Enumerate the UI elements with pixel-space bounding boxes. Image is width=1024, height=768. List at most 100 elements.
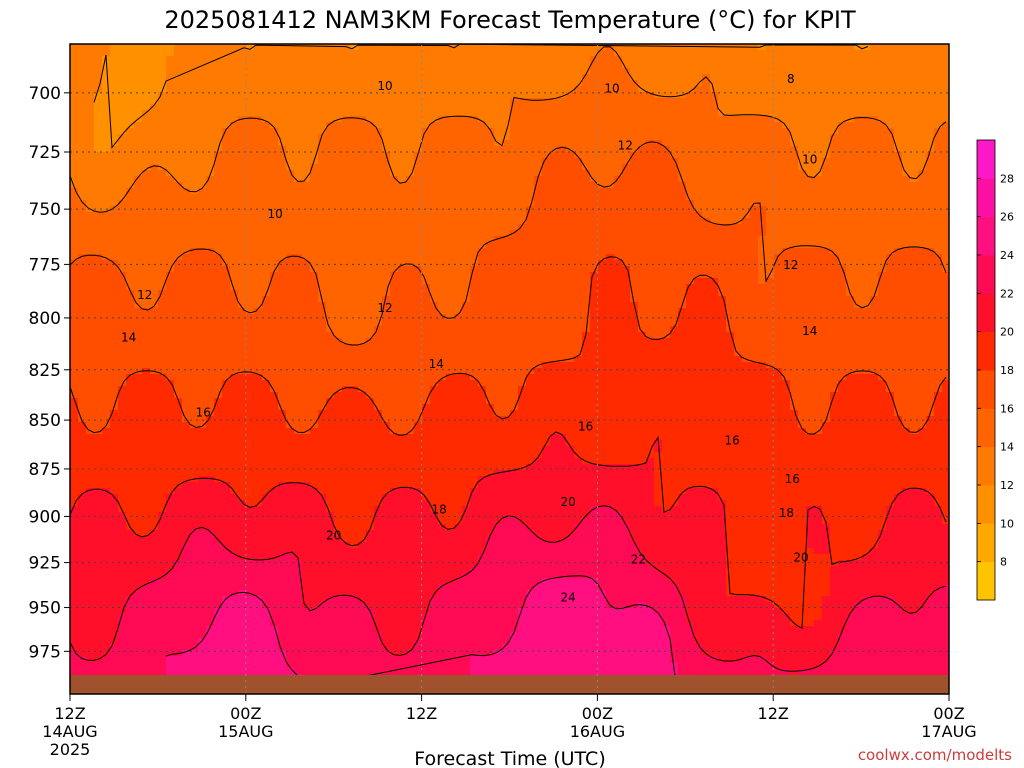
temperature-cell <box>622 44 631 51</box>
temperature-cell <box>638 230 647 237</box>
temperature-cell <box>246 44 255 51</box>
temperature-cell <box>830 122 839 129</box>
temperature-cell <box>670 266 679 273</box>
temperature-cell <box>230 134 239 141</box>
temperature-cell <box>582 236 591 243</box>
temperature-cell <box>862 128 871 135</box>
temperature-cell <box>694 200 703 207</box>
temperature-cell <box>454 62 463 69</box>
temperature-cell <box>590 170 599 177</box>
temperature-cell <box>646 242 655 249</box>
temperature-cell <box>750 242 759 249</box>
temperature-cell <box>246 260 255 267</box>
temperature-cell <box>566 218 575 225</box>
temperature-cell <box>86 122 95 129</box>
temperature-cell <box>726 62 735 69</box>
temperature-cell <box>590 152 599 159</box>
temperature-cell <box>638 140 647 147</box>
temperature-cell <box>430 122 439 129</box>
temperature-cell <box>502 176 511 183</box>
temperature-cell <box>486 290 495 297</box>
temperature-cell <box>414 218 423 225</box>
temperature-cell <box>462 86 471 93</box>
temperature-cell <box>238 140 247 147</box>
temperature-cell <box>102 314 111 321</box>
temperature-cell <box>862 86 871 93</box>
temperature-cell <box>854 50 863 57</box>
temperature-cell <box>174 164 183 171</box>
temperature-cell <box>638 254 647 261</box>
temperature-cell <box>494 224 503 231</box>
temperature-cell <box>486 272 495 279</box>
temperature-cell <box>334 56 343 63</box>
temperature-cell <box>518 128 527 135</box>
temperature-cell <box>702 194 711 201</box>
temperature-cell <box>830 200 839 207</box>
temperature-cell <box>238 122 247 129</box>
temperature-cell <box>902 152 911 159</box>
temperature-cell <box>214 86 223 93</box>
temperature-cell <box>822 308 831 315</box>
temperature-cell <box>302 260 311 267</box>
temperature-cell <box>422 302 431 309</box>
temperature-cell <box>630 92 639 99</box>
temperature-cell <box>734 62 743 69</box>
temperature-cell <box>286 140 295 147</box>
temperature-cell <box>502 302 511 309</box>
temperature-cell <box>838 86 847 93</box>
temperature-cell <box>206 278 215 285</box>
temperature-cell <box>798 50 807 57</box>
temperature-cell <box>878 224 887 231</box>
temperature-cell <box>606 212 615 219</box>
temperature-cell <box>566 182 575 189</box>
temperature-cell <box>254 242 263 249</box>
temperature-cell <box>78 176 87 183</box>
temperature-cell <box>550 248 559 255</box>
temperature-cell <box>206 260 215 267</box>
temperature-cell <box>334 50 343 57</box>
temperature-cell <box>446 176 455 183</box>
temperature-cell <box>718 236 727 243</box>
temperature-cell <box>670 146 679 153</box>
temperature-cell <box>710 284 719 291</box>
temperature-cell <box>110 74 119 81</box>
temperature-cell <box>782 236 791 243</box>
temperature-cell <box>494 206 503 213</box>
temperature-cell <box>414 62 423 69</box>
temperature-cell <box>182 284 191 291</box>
temperature-cell <box>766 224 775 231</box>
temperature-cell <box>582 116 591 123</box>
temperature-cell <box>222 272 231 279</box>
temperature-cell <box>614 50 623 57</box>
temperature-cell <box>494 62 503 69</box>
temperature-cell <box>382 50 391 57</box>
temperature-cell <box>518 140 527 147</box>
temperature-cell <box>486 164 495 171</box>
temperature-cell <box>806 164 815 171</box>
temperature-cell <box>534 104 543 111</box>
temperature-cell <box>102 50 111 57</box>
temperature-cell <box>406 122 415 129</box>
temperature-cell <box>558 302 567 309</box>
temperature-cell <box>790 50 799 57</box>
temperature-cell <box>406 146 415 153</box>
temperature-cell <box>126 302 135 309</box>
temperature-cell <box>430 254 439 261</box>
temperature-cell <box>918 278 927 285</box>
temperature-cell <box>238 278 247 285</box>
temperature-cell <box>174 194 183 201</box>
temperature-cell <box>862 164 871 171</box>
temperature-cell <box>790 242 799 249</box>
temperature-cell <box>694 260 703 267</box>
temperature-cell <box>270 146 279 153</box>
temperature-cell <box>646 104 655 111</box>
temperature-cell <box>598 242 607 249</box>
temperature-cell <box>118 152 127 159</box>
temperature-cell <box>222 80 231 87</box>
temperature-cell <box>614 242 623 249</box>
temperature-cell <box>702 188 711 195</box>
temperature-cell <box>310 44 319 51</box>
temperature-cell <box>902 80 911 87</box>
temperature-cell <box>398 152 407 159</box>
temperature-cell <box>646 98 655 105</box>
